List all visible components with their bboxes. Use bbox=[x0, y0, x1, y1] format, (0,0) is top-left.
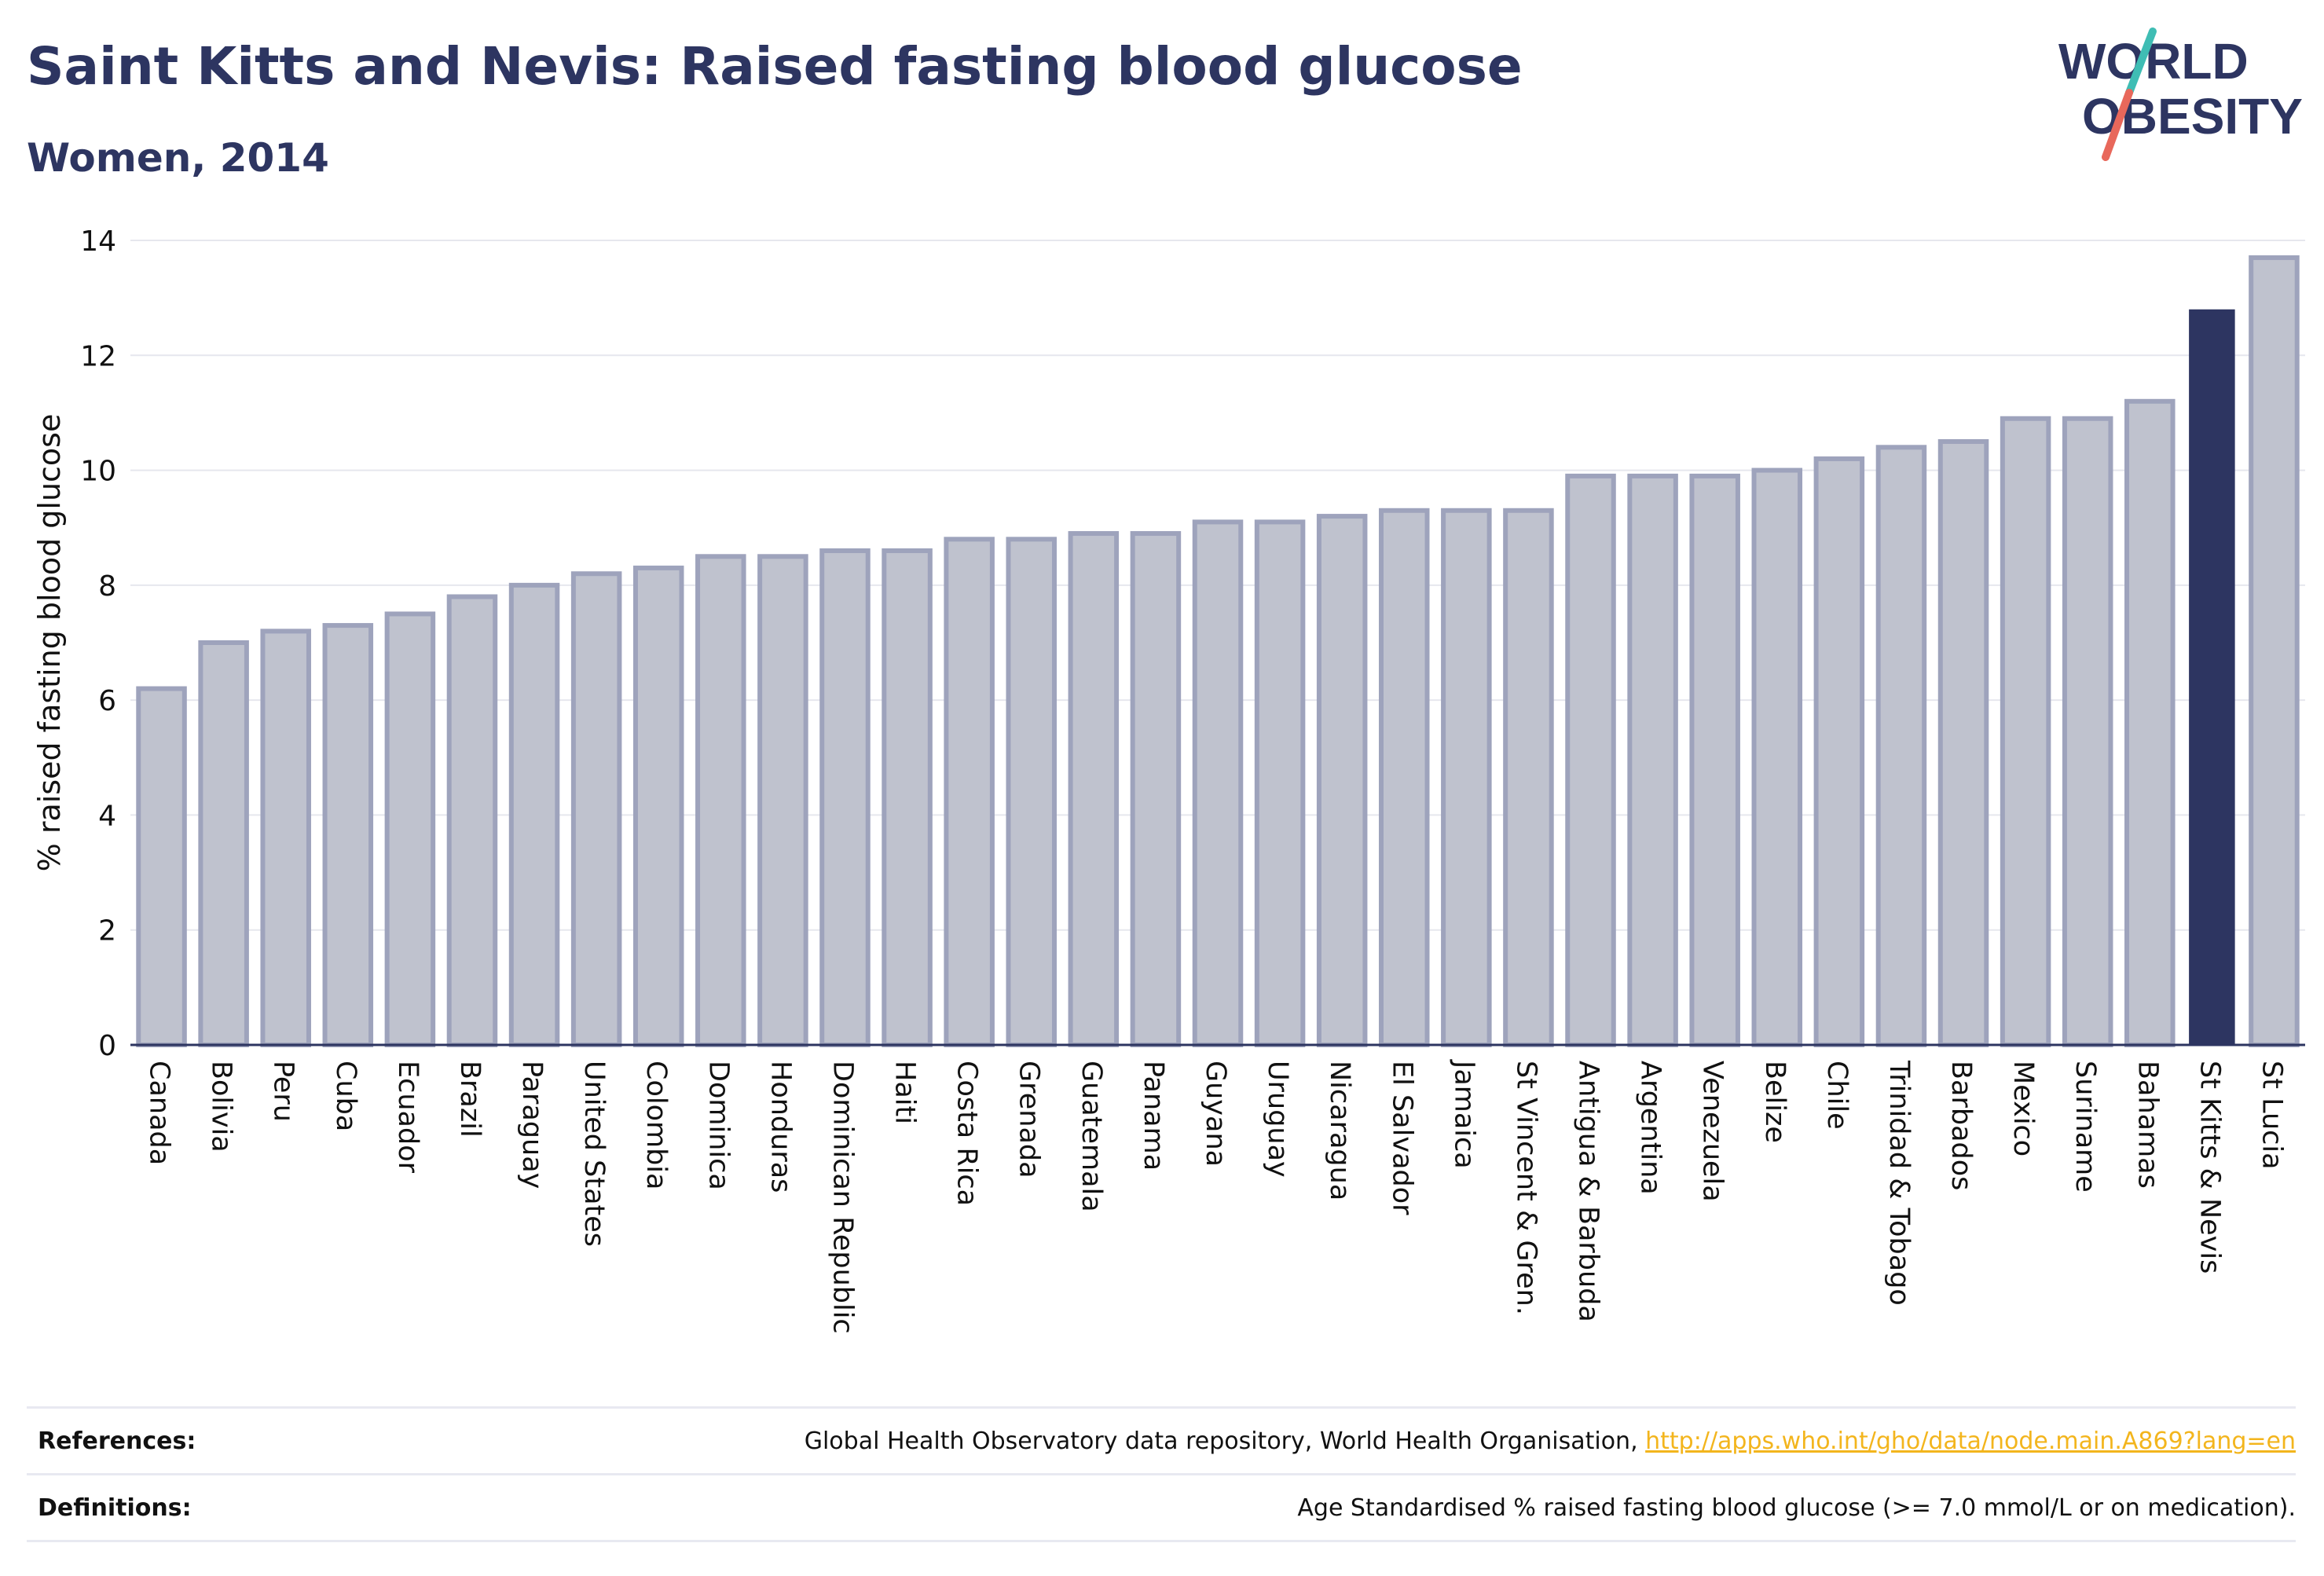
x-tick-label: Peru bbox=[268, 1061, 299, 1122]
x-tick-labels: Canada Bolivia Peru Cuba Ecuador Brazil Paragu… bbox=[144, 1059, 2288, 1334]
bar bbox=[1565, 473, 1616, 1047]
x-tick-label: Guatemala bbox=[1076, 1061, 1107, 1212]
bar bbox=[1689, 473, 1740, 1047]
x-tick-label: St Vincent & Gren. bbox=[1510, 1061, 1541, 1315]
bar bbox=[2249, 255, 2300, 1047]
bar bbox=[757, 554, 808, 1047]
y-tick-label: 0 bbox=[98, 1030, 116, 1062]
x-tick-label: El Salvador bbox=[1386, 1061, 1417, 1215]
x-tick-label: Ecuador bbox=[392, 1061, 423, 1174]
y-tick-label: 8 bbox=[98, 570, 116, 603]
definitions-value: Age Standardised % raised fasting blood … bbox=[1297, 1494, 2296, 1522]
x-tick-label: St Kitts & Nevis bbox=[2194, 1061, 2225, 1274]
bar-chart: 0 2 4 6 8 10 12 14 Canada Bolivia Peru Cuba Ecuador… bbox=[32, 225, 2305, 1334]
y-tick-label: 2 bbox=[98, 915, 116, 947]
x-tick-label: Honduras bbox=[764, 1061, 796, 1193]
x-tick-label: Bolivia bbox=[206, 1061, 237, 1153]
bar bbox=[1627, 473, 1678, 1047]
logo-slash-bottom bbox=[2102, 89, 2133, 161]
x-tick-label: Mexico bbox=[2007, 1061, 2039, 1156]
bar bbox=[1813, 456, 1865, 1047]
x-tick-label: United States bbox=[578, 1061, 610, 1247]
x-tick-label: Haiti bbox=[889, 1061, 921, 1124]
bar bbox=[1192, 519, 1244, 1047]
x-tick-label: Dominica bbox=[702, 1061, 734, 1190]
bar bbox=[384, 611, 436, 1047]
bar bbox=[632, 565, 684, 1047]
bar bbox=[944, 537, 995, 1047]
x-tick-label: Colombia bbox=[640, 1061, 672, 1189]
x-tick-label: Panama bbox=[1138, 1061, 1169, 1171]
x-tick-label: Argentina bbox=[1635, 1061, 1666, 1195]
y-tick-label: 6 bbox=[98, 685, 116, 717]
x-tick-label: Nicaragua bbox=[1324, 1061, 1355, 1200]
y-tick-label: 12 bbox=[80, 340, 116, 372]
x-tick-label: Grenada bbox=[1014, 1061, 1045, 1178]
bar bbox=[2124, 398, 2176, 1047]
bar bbox=[1875, 445, 1927, 1047]
bar bbox=[1503, 508, 1554, 1047]
definitions-label: Definitions: bbox=[38, 1494, 192, 1522]
chart-subtitle: Women, 2014 bbox=[27, 135, 329, 181]
logo-line1: WORLD bbox=[2058, 33, 2249, 90]
references-link[interactable]: http://apps.who.int/gho/data/node.main.A… bbox=[1645, 1427, 2296, 1455]
bars bbox=[136, 255, 2300, 1047]
bar bbox=[508, 582, 560, 1047]
bar bbox=[882, 548, 933, 1047]
bar bbox=[136, 686, 187, 1047]
bar bbox=[819, 548, 871, 1047]
x-tick-label: Jamaica bbox=[1448, 1059, 1479, 1169]
chart-title: Saint Kitts and Nevis: Raised fasting bl… bbox=[27, 36, 1523, 97]
y-tick-label: 14 bbox=[80, 225, 116, 258]
bar bbox=[2000, 416, 2051, 1047]
x-tick-label: Chile bbox=[1821, 1061, 1853, 1130]
y-tick-labels: 0 2 4 6 8 10 12 14 bbox=[80, 225, 116, 1062]
y-tick-label: 4 bbox=[98, 800, 116, 832]
bar bbox=[570, 571, 622, 1047]
x-tick-label: St Lucia bbox=[2256, 1061, 2287, 1170]
x-tick-label: Belize bbox=[1759, 1061, 1791, 1143]
y-axis-label: % raised fasting blood glucose bbox=[32, 414, 67, 872]
x-tick-label: Uruguay bbox=[1262, 1061, 1293, 1178]
x-tick-label: Cuba bbox=[330, 1061, 361, 1131]
references-row: References: Global Health Observatory da… bbox=[27, 1406, 2296, 1473]
references-value: Global Health Observatory data repositor… bbox=[805, 1428, 2296, 1455]
bar bbox=[1751, 467, 1803, 1047]
x-tick-label: Barbados bbox=[1945, 1061, 1977, 1190]
x-tick-label: Guyana bbox=[1200, 1061, 1231, 1167]
bar bbox=[322, 623, 374, 1047]
references-table: References: Global Health Observatory da… bbox=[27, 1406, 2296, 1542]
x-tick-label: Canada bbox=[144, 1061, 175, 1165]
bar bbox=[2189, 309, 2235, 1045]
logo-slash-top bbox=[2125, 27, 2157, 97]
x-tick-label: Venezuela bbox=[1697, 1061, 1728, 1202]
x-tick-label: Trinidad & Tobago bbox=[1883, 1060, 1915, 1306]
x-tick-label: Brazil bbox=[454, 1061, 486, 1138]
bar bbox=[198, 640, 249, 1047]
bar bbox=[1441, 508, 1492, 1047]
references-text: Global Health Observatory data repositor… bbox=[804, 1427, 1646, 1455]
x-tick-label: Antigua & Barbuda bbox=[1573, 1061, 1604, 1322]
bar bbox=[2062, 416, 2113, 1047]
bar bbox=[1130, 531, 1182, 1047]
x-tick-label: Dominican Republic bbox=[827, 1061, 858, 1334]
bar bbox=[1316, 514, 1368, 1047]
definitions-row: Definitions: Age Standardised % raised f… bbox=[27, 1473, 2296, 1542]
x-tick-label: Suriname bbox=[2069, 1061, 2101, 1193]
references-label: References: bbox=[38, 1427, 196, 1455]
x-tick-label: Costa Rica bbox=[951, 1061, 983, 1206]
bar bbox=[1254, 519, 1306, 1047]
y-tick-label: 10 bbox=[80, 456, 116, 488]
bar bbox=[1937, 439, 1989, 1047]
bar bbox=[1378, 508, 1430, 1047]
bar bbox=[1006, 537, 1058, 1047]
bar bbox=[260, 629, 311, 1047]
x-tick-label: Bahamas bbox=[2132, 1061, 2163, 1189]
bar bbox=[1068, 531, 1120, 1047]
world-obesity-logo: WORLD OBESITY bbox=[2058, 27, 2303, 161]
x-tick-label: Paraguay bbox=[516, 1061, 548, 1189]
bar bbox=[446, 594, 498, 1047]
bar bbox=[695, 554, 746, 1047]
